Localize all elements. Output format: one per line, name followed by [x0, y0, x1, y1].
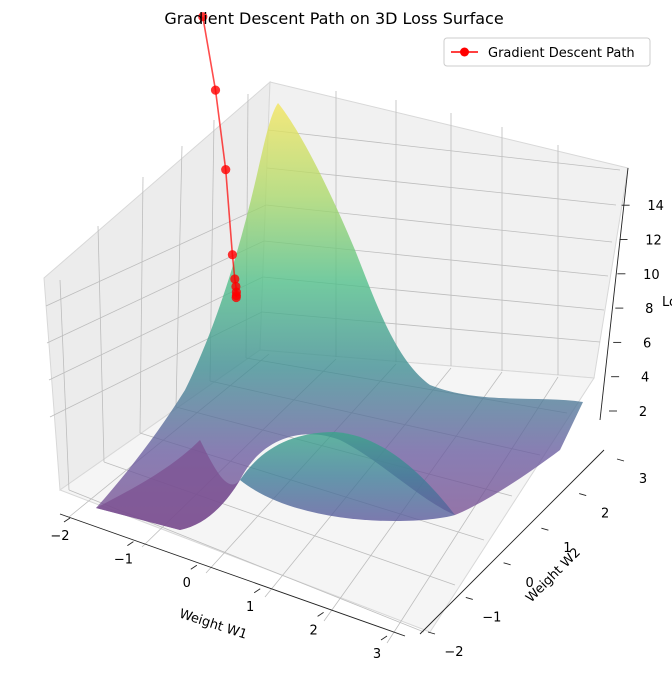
x-tick-label-0: −2 [50, 529, 69, 544]
path-point-3 [227, 250, 237, 260]
y-axis-line [419, 449, 605, 635]
x-axis-label: Weight W1 [177, 607, 249, 643]
legend-marker [460, 47, 469, 57]
z-axis-label: Loss [662, 295, 672, 310]
y-tick-label-4: 2 [601, 507, 609, 522]
z-tick-label-5: 12 [645, 234, 662, 249]
path-point-8 [231, 292, 241, 303]
z-tick-label-0: 2 [639, 405, 647, 420]
loss-surface [96, 103, 583, 530]
chart-title: Gradient Descent Path on 3D Loss Surface [164, 9, 503, 28]
x-ticks: −2 −1 0 1 2 3 [50, 517, 388, 662]
x-tick-mark-1 [127, 541, 134, 546]
z-tick-label-2: 6 [643, 336, 651, 351]
z-tick-label-6: 14 [647, 199, 664, 214]
y-tick-label-2: 0 [525, 576, 533, 591]
y-tick-mark-3 [541, 527, 549, 531]
z-ticks: 2 4 6 8 10 12 14 [609, 199, 664, 420]
y-ticks: −2 −1 0 1 2 3 [427, 458, 647, 660]
path-point-4 [230, 274, 240, 284]
x-tick-mark-0 [63, 517, 71, 523]
z-tick-label-1: 4 [641, 371, 649, 386]
z-tick-label-3: 8 [645, 302, 653, 317]
x-tick-label-2: 0 [183, 576, 191, 591]
y-tick-mark-2 [503, 562, 511, 566]
legend: Gradient Descent Path [443, 37, 651, 67]
path-point-2 [221, 165, 231, 175]
axis-edges [59, 167, 629, 637]
y-tick-mark-4 [579, 493, 587, 497]
x-tick-mark-4 [317, 612, 324, 617]
path-point-1 [210, 85, 221, 95]
x-tick-mark-2 [190, 564, 198, 570]
x-axis-line [59, 513, 406, 637]
x-tick-mark-3 [253, 588, 261, 594]
z-axis-line [599, 167, 629, 421]
legend-box [443, 37, 651, 67]
x-tick-label-3: 1 [246, 600, 254, 615]
x-tick-label-1: −1 [114, 553, 133, 568]
x-tick-label-4: 2 [309, 623, 317, 638]
surface-left-fold [96, 440, 240, 530]
y-tick-mark-5 [616, 458, 625, 462]
gradient-descent-path [198, 12, 241, 303]
y-tick-label-3: 1 [563, 541, 571, 556]
x-tick-mark-5 [380, 635, 388, 641]
x-tick-label-5: 3 [373, 647, 381, 662]
legend-label: Gradient Descent Path [488, 46, 635, 61]
surface-front-ridge [240, 432, 455, 522]
y-tick-label-5: 3 [639, 472, 647, 487]
surface-main [96, 103, 583, 530]
y-tick-mark-1 [465, 596, 473, 600]
path-point-0 [198, 12, 208, 22]
y-tick-label-0: −2 [444, 645, 463, 660]
z-tick-label-4: 10 [643, 268, 660, 283]
y-tick-label-1: −1 [482, 610, 501, 625]
y-tick-mark-0 [427, 631, 436, 635]
